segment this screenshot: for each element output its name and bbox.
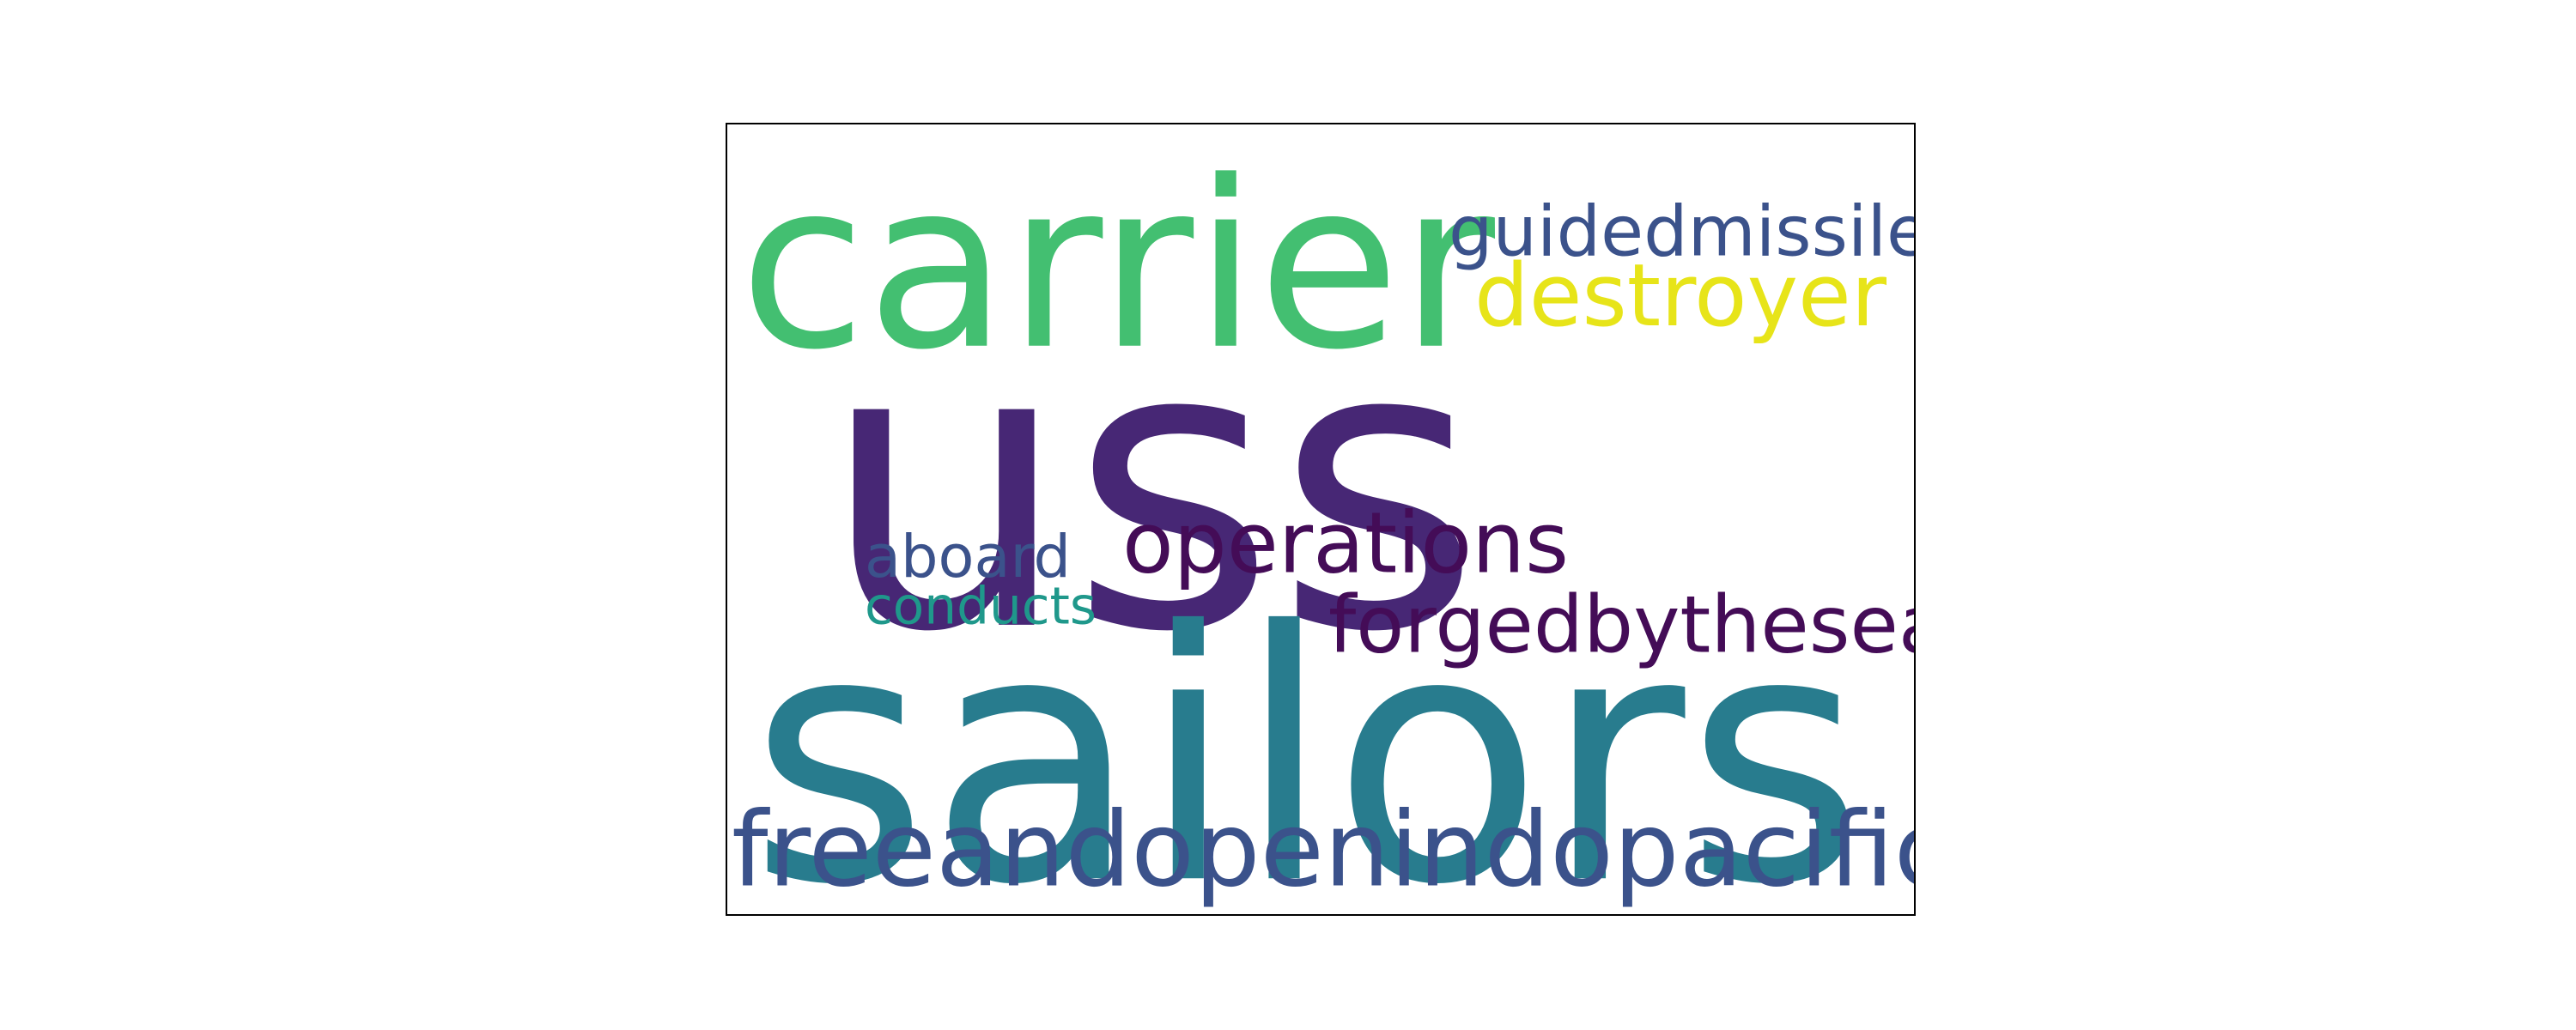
word-operations: operations [1122,494,1569,593]
word-uss: uss [820,258,1481,718]
word-freeandopenindopacific: freeandopenindopacific [732,789,1916,911]
word-sailors: sailors [749,559,1865,916]
word-cloud-frame: carrier guidedmissile destroyer uss oper… [726,123,1916,916]
word-conducts: conducts [865,577,1097,637]
word-forgedbythesea: forgedbythesea [1328,579,1916,671]
word-aboard: aboard [865,523,1071,591]
word-destroyer: destroyer [1474,245,1886,347]
word-guidedmissile: guidedmissile [1449,191,1916,273]
word-carrier: carrier [739,132,1495,401]
